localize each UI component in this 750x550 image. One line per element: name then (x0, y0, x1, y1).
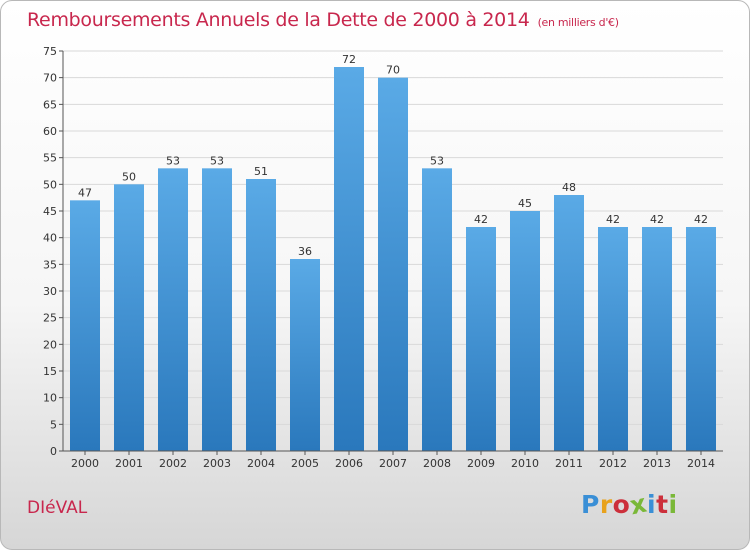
y-tick-label: 60 (43, 125, 57, 138)
data-label: 70 (386, 64, 400, 77)
y-tick-label: 0 (50, 445, 57, 458)
data-label: 47 (78, 186, 92, 199)
x-axis: 2000 2001 2002 2003 2004 2005 2006 2007 2008 2009… (63, 450, 723, 470)
data-label: 50 (122, 170, 136, 183)
bar (466, 227, 496, 451)
y-tick-label: 15 (43, 365, 57, 378)
data-label: 42 (474, 213, 488, 226)
logo-letter: i (647, 490, 657, 519)
bar (70, 200, 100, 451)
bar (114, 184, 144, 452)
bar (598, 227, 628, 451)
data-label: 53 (430, 154, 444, 167)
x-tick-label: 2009 (467, 457, 495, 470)
x-tick-label: 2002 (159, 457, 187, 470)
chart-subtitle: (en milliers d'€) (537, 16, 619, 29)
logo-letter: t (656, 490, 669, 519)
data-label: 42 (606, 213, 620, 226)
bar (422, 168, 452, 452)
x-tick-label: 2000 (71, 457, 99, 470)
x-tick-label: 2004 (247, 457, 275, 470)
x-tick-label: 2003 (203, 457, 231, 470)
x-tick-label: 2001 (115, 457, 143, 470)
data-label: 53 (166, 154, 180, 167)
y-tick-label: 45 (43, 205, 57, 218)
bar (510, 211, 540, 451)
x-tick-label: 2012 (599, 457, 627, 470)
x-tick-label: 2014 (687, 457, 715, 470)
x-tick-label: 2005 (291, 457, 319, 470)
data-label: 48 (562, 181, 576, 194)
data-label: 45 (518, 197, 532, 210)
logo-letter: i (668, 490, 678, 519)
bar (158, 168, 188, 452)
y-tick-label: 30 (43, 285, 57, 298)
logo-letter: P (581, 490, 600, 519)
x-tick-label: 2007 (379, 457, 407, 470)
chart-title-block: Remboursements Annuels de la Dette de 20… (27, 9, 619, 31)
y-tick-label: 10 (43, 392, 57, 405)
y-tick-label: 65 (43, 98, 57, 111)
x-tick-label: 2008 (423, 457, 451, 470)
x-tick-label: 2006 (335, 457, 363, 470)
commune-name: DIéVAL (27, 498, 88, 518)
y-tick-label: 25 (43, 312, 57, 325)
y-tick-label: 20 (43, 338, 57, 351)
y-tick-label: 55 (43, 152, 57, 165)
y-tick-label: 5 (50, 418, 57, 431)
data-label: 36 (298, 245, 312, 258)
y-tick-label: 40 (43, 232, 57, 245)
data-label: 53 (210, 154, 224, 167)
x-tick-label: 2011 (555, 457, 583, 470)
x-tick-label: 2013 (643, 457, 671, 470)
y-tick-label: 50 (43, 178, 57, 191)
bar (554, 195, 584, 451)
bars (70, 67, 716, 452)
data-label: 51 (254, 165, 268, 178)
bar (642, 227, 672, 451)
bar (290, 259, 320, 451)
bar (334, 67, 364, 451)
y-tick-label: 75 (43, 45, 57, 58)
y-tick-label: 35 (43, 258, 57, 271)
data-labels: 47 50 53 53 51 36 72 70 53 42 45 48 42 42 42 (78, 53, 708, 258)
data-label: 42 (694, 213, 708, 226)
bar (246, 179, 276, 451)
bar (202, 168, 232, 452)
logo-letter: r (599, 490, 613, 519)
y-tick-label: 70 (43, 72, 57, 85)
proxiti-logo[interactable]: Proxiti (581, 489, 678, 521)
y-axis: 0 5 10 15 20 25 30 35 40 45 50 55 60 65 70 75 (43, 45, 64, 458)
logo-letter: o (612, 490, 631, 519)
chart-title: Remboursements Annuels de la Dette de 20… (27, 9, 530, 31)
x-tick-label: 2010 (511, 457, 539, 470)
bar (378, 77, 408, 452)
data-label: 72 (342, 53, 356, 66)
data-label: 42 (650, 213, 664, 226)
bar (686, 227, 716, 451)
